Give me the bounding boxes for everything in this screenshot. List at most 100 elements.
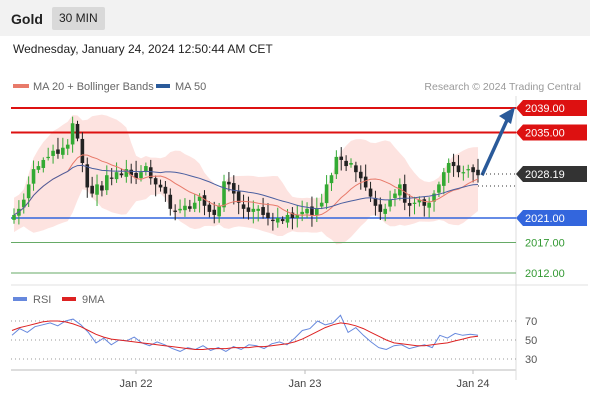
candle-body: [368, 188, 373, 197]
candle-body: [41, 159, 46, 168]
moving-averages: [13, 154, 479, 216]
candle-body: [290, 212, 295, 218]
candle-body: [295, 214, 300, 219]
legend-label-rsi: RSI: [33, 294, 51, 306]
candle-body: [65, 144, 70, 149]
candle-body: [217, 205, 221, 217]
instrument-title: Gold: [11, 11, 43, 27]
watermark: Research © 2024 Trading Central: [424, 81, 581, 93]
candle-body: [173, 210, 177, 212]
candle-body: [358, 171, 363, 179]
current-price-tag: [516, 166, 587, 183]
ma20-line: [13, 154, 479, 216]
candle-body: [144, 166, 148, 172]
candle-body: [398, 184, 402, 196]
candle-body: [119, 173, 124, 176]
level-tag-2035.00: [516, 124, 587, 141]
candle-body: [114, 172, 119, 180]
candle-body: [21, 199, 26, 208]
legend-swatch-ma50: [156, 84, 170, 88]
candle-body: [437, 184, 441, 193]
rsi-tick-30: 30: [525, 354, 537, 366]
candle-body: [310, 206, 314, 215]
legend-label-9ma: 9MA: [82, 294, 105, 306]
candle-body: [476, 169, 480, 176]
candle-body: [324, 184, 329, 204]
candle-body: [256, 208, 261, 211]
candle-body: [236, 191, 241, 203]
candle-body: [349, 163, 353, 165]
candle-body: [280, 219, 285, 222]
candle-body: [319, 202, 324, 207]
candle-body: [212, 209, 217, 215]
candle-body: [105, 175, 109, 191]
candle-body: [75, 123, 80, 139]
current-price: 2028.19: [478, 166, 587, 187]
rsi-9ma-line: [11, 320, 479, 350]
forecast-arrow-shaft: [480, 117, 510, 176]
candle-body: [241, 204, 246, 209]
legend-label-ma50: MA 50: [175, 81, 206, 93]
candle-body: [80, 138, 85, 163]
candle-body: [275, 218, 280, 223]
candle-body: [56, 149, 60, 154]
candle-body: [402, 184, 407, 203]
candle-body: [461, 172, 466, 174]
candle-body: [363, 176, 368, 188]
level-label-2035.00: 2035.00: [525, 127, 565, 139]
candle-body: [95, 184, 99, 195]
candle-body: [393, 193, 397, 198]
candle-body: [231, 183, 236, 194]
candle-body: [153, 178, 158, 185]
candle-body: [100, 185, 104, 191]
candle-body: [456, 165, 461, 173]
current-price-label: 2028.19: [525, 169, 565, 181]
legend-swatch-rsi: [13, 297, 27, 301]
candle-body: [305, 208, 309, 214]
candle-body: [163, 186, 168, 194]
candle-body: [251, 208, 256, 212]
candle-body: [134, 173, 138, 179]
candle-body: [124, 169, 129, 177]
candlesticks: [12, 116, 480, 231]
candle-body: [188, 206, 192, 209]
candle-body: [207, 204, 212, 212]
level-label-2039.00: 2039.00: [525, 103, 565, 115]
candle-body: [388, 199, 392, 207]
x-tick-label: Jan 22: [119, 378, 152, 390]
candle-body: [315, 208, 319, 215]
candle-body: [383, 208, 387, 214]
candle-body: [61, 147, 65, 155]
x-axis: Jan 22 Jan 23 Jan 24: [119, 370, 490, 390]
candle-body: [192, 202, 197, 209]
candle-body: [422, 199, 427, 206]
candle-body: [334, 156, 339, 175]
candle-body: [271, 219, 275, 222]
candle-body: [222, 181, 226, 208]
candle-body: [202, 195, 207, 206]
candle-body: [70, 123, 75, 145]
candle-body: [378, 204, 383, 212]
level-label-2017.00: 2017.00: [525, 237, 565, 249]
candle-body: [148, 167, 153, 179]
rsi-legend: RSI 9MA: [13, 294, 105, 306]
candle-body: [446, 163, 451, 173]
rsi-line: [11, 314, 479, 352]
candle-body: [158, 184, 163, 188]
candle-body: [31, 169, 36, 184]
level-label-2012.00: 2012.00: [525, 268, 565, 280]
candle-body: [36, 166, 41, 170]
candle-body: [471, 167, 475, 173]
timeframe-button[interactable]: 30 MIN: [52, 7, 105, 30]
candle-body: [178, 208, 182, 211]
rsi-tick-70: 70: [525, 316, 537, 328]
ma50-line: [13, 164, 479, 216]
candle-body: [197, 196, 202, 201]
candle-body: [261, 207, 265, 215]
candle-body: [442, 172, 446, 186]
legend-label-ma20: MA 20 + Bollinger Bands: [33, 81, 154, 93]
price-legend: MA 20 + Bollinger Bands MA 50: [13, 81, 206, 93]
chart-datetime: Wednesday, January 24, 2024 12:50:44 AM …: [13, 42, 273, 56]
level-tag-2039.00: [516, 100, 587, 116]
